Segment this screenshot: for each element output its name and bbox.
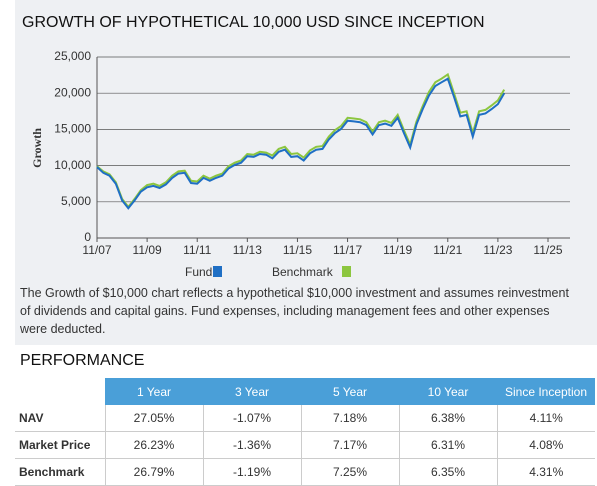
table-cell: 6.35%: [398, 458, 497, 486]
table-title: PERFORMANCE: [20, 352, 145, 369]
series-line: [96, 72, 506, 209]
header-row: 1 Year 3 Year 5 Year 10 Year Since Inception: [15, 378, 595, 405]
x-tick-label: 11/11: [183, 243, 212, 257]
x-tick-label: 11/13: [233, 243, 262, 257]
header-cell: 3 Year: [203, 378, 301, 405]
legend-label: Fund: [185, 265, 212, 279]
table-row: NAV 27.05% -1.07% 7.18% 6.38% 4.11%: [15, 405, 595, 432]
row-label: NAV: [15, 405, 105, 432]
chart-description: The Growth of $10,000 chart reflects a h…: [20, 286, 569, 336]
row-label: Benchmark: [15, 458, 105, 486]
table-cell: -1.07%: [202, 405, 301, 432]
legend-swatch: [213, 266, 222, 277]
chart-panel: [15, 0, 597, 345]
y-tick-label: 25,000: [54, 49, 91, 63]
table-row: Market Price 26.23% -1.36% 7.17% 6.31% 4.08%: [15, 431, 595, 459]
y-tick-label: 0: [84, 230, 91, 244]
table-cell: 7.25%: [300, 458, 399, 486]
table-cell: 6.38%: [398, 405, 497, 432]
x-tick-label: 11/07: [82, 243, 111, 257]
table-cell: 7.18%: [300, 405, 399, 432]
header-cell: 10 Year: [399, 378, 497, 405]
legend-swatch: [342, 266, 351, 277]
table-cell: 6.31%: [398, 431, 497, 459]
table-cell: -1.19%: [202, 458, 301, 486]
table-cell: -1.36%: [202, 431, 301, 459]
table-cell: 26.79%: [104, 458, 203, 486]
header-cell: 5 Year: [301, 378, 399, 405]
chart: GROWTH OF HYPOTHETICAL 10,000 USD SINCE …: [22, 14, 570, 279]
y-tick-label: 5,000: [61, 194, 91, 208]
y-tick-label: 10,000: [54, 158, 91, 172]
header-cell: [15, 378, 105, 405]
legend-label: Benchmark: [272, 265, 334, 279]
header-cell: Since Inception: [497, 378, 595, 405]
chart-title: GROWTH OF HYPOTHETICAL 10,000 USD SINCE …: [22, 14, 485, 31]
series-line: [96, 77, 506, 210]
table-cell: 26.23%: [104, 431, 203, 459]
table-row: Benchmark 26.79% -1.19% 7.25% 6.35% 4.31%: [15, 458, 595, 486]
x-tick-label: 11/21: [433, 243, 462, 257]
y-axis-label: Growth: [30, 128, 44, 168]
x-tick-label: 11/25: [533, 243, 562, 257]
x-tick-label: 11/17: [333, 243, 362, 257]
x-tick-label: 11/15: [283, 243, 312, 257]
x-tick-label: 11/19: [383, 243, 412, 257]
header-cell: 1 Year: [105, 378, 203, 405]
table-cell: 4.31%: [496, 458, 595, 486]
performance-table: 1 Year 3 Year 5 Year 10 Year Since Inception…: [15, 378, 595, 486]
y-tick-label: 20,000: [54, 85, 91, 99]
table-cell: 4.08%: [496, 431, 595, 459]
table-cell: 7.17%: [300, 431, 399, 459]
x-tick-label: 11/09: [133, 243, 162, 257]
y-tick-label: 15,000: [54, 122, 91, 136]
table-cell: 27.05%: [104, 405, 203, 432]
x-tick-label: 11/23: [483, 243, 512, 257]
table-cell: 4.11%: [496, 405, 595, 432]
row-label: Market Price: [15, 431, 105, 459]
